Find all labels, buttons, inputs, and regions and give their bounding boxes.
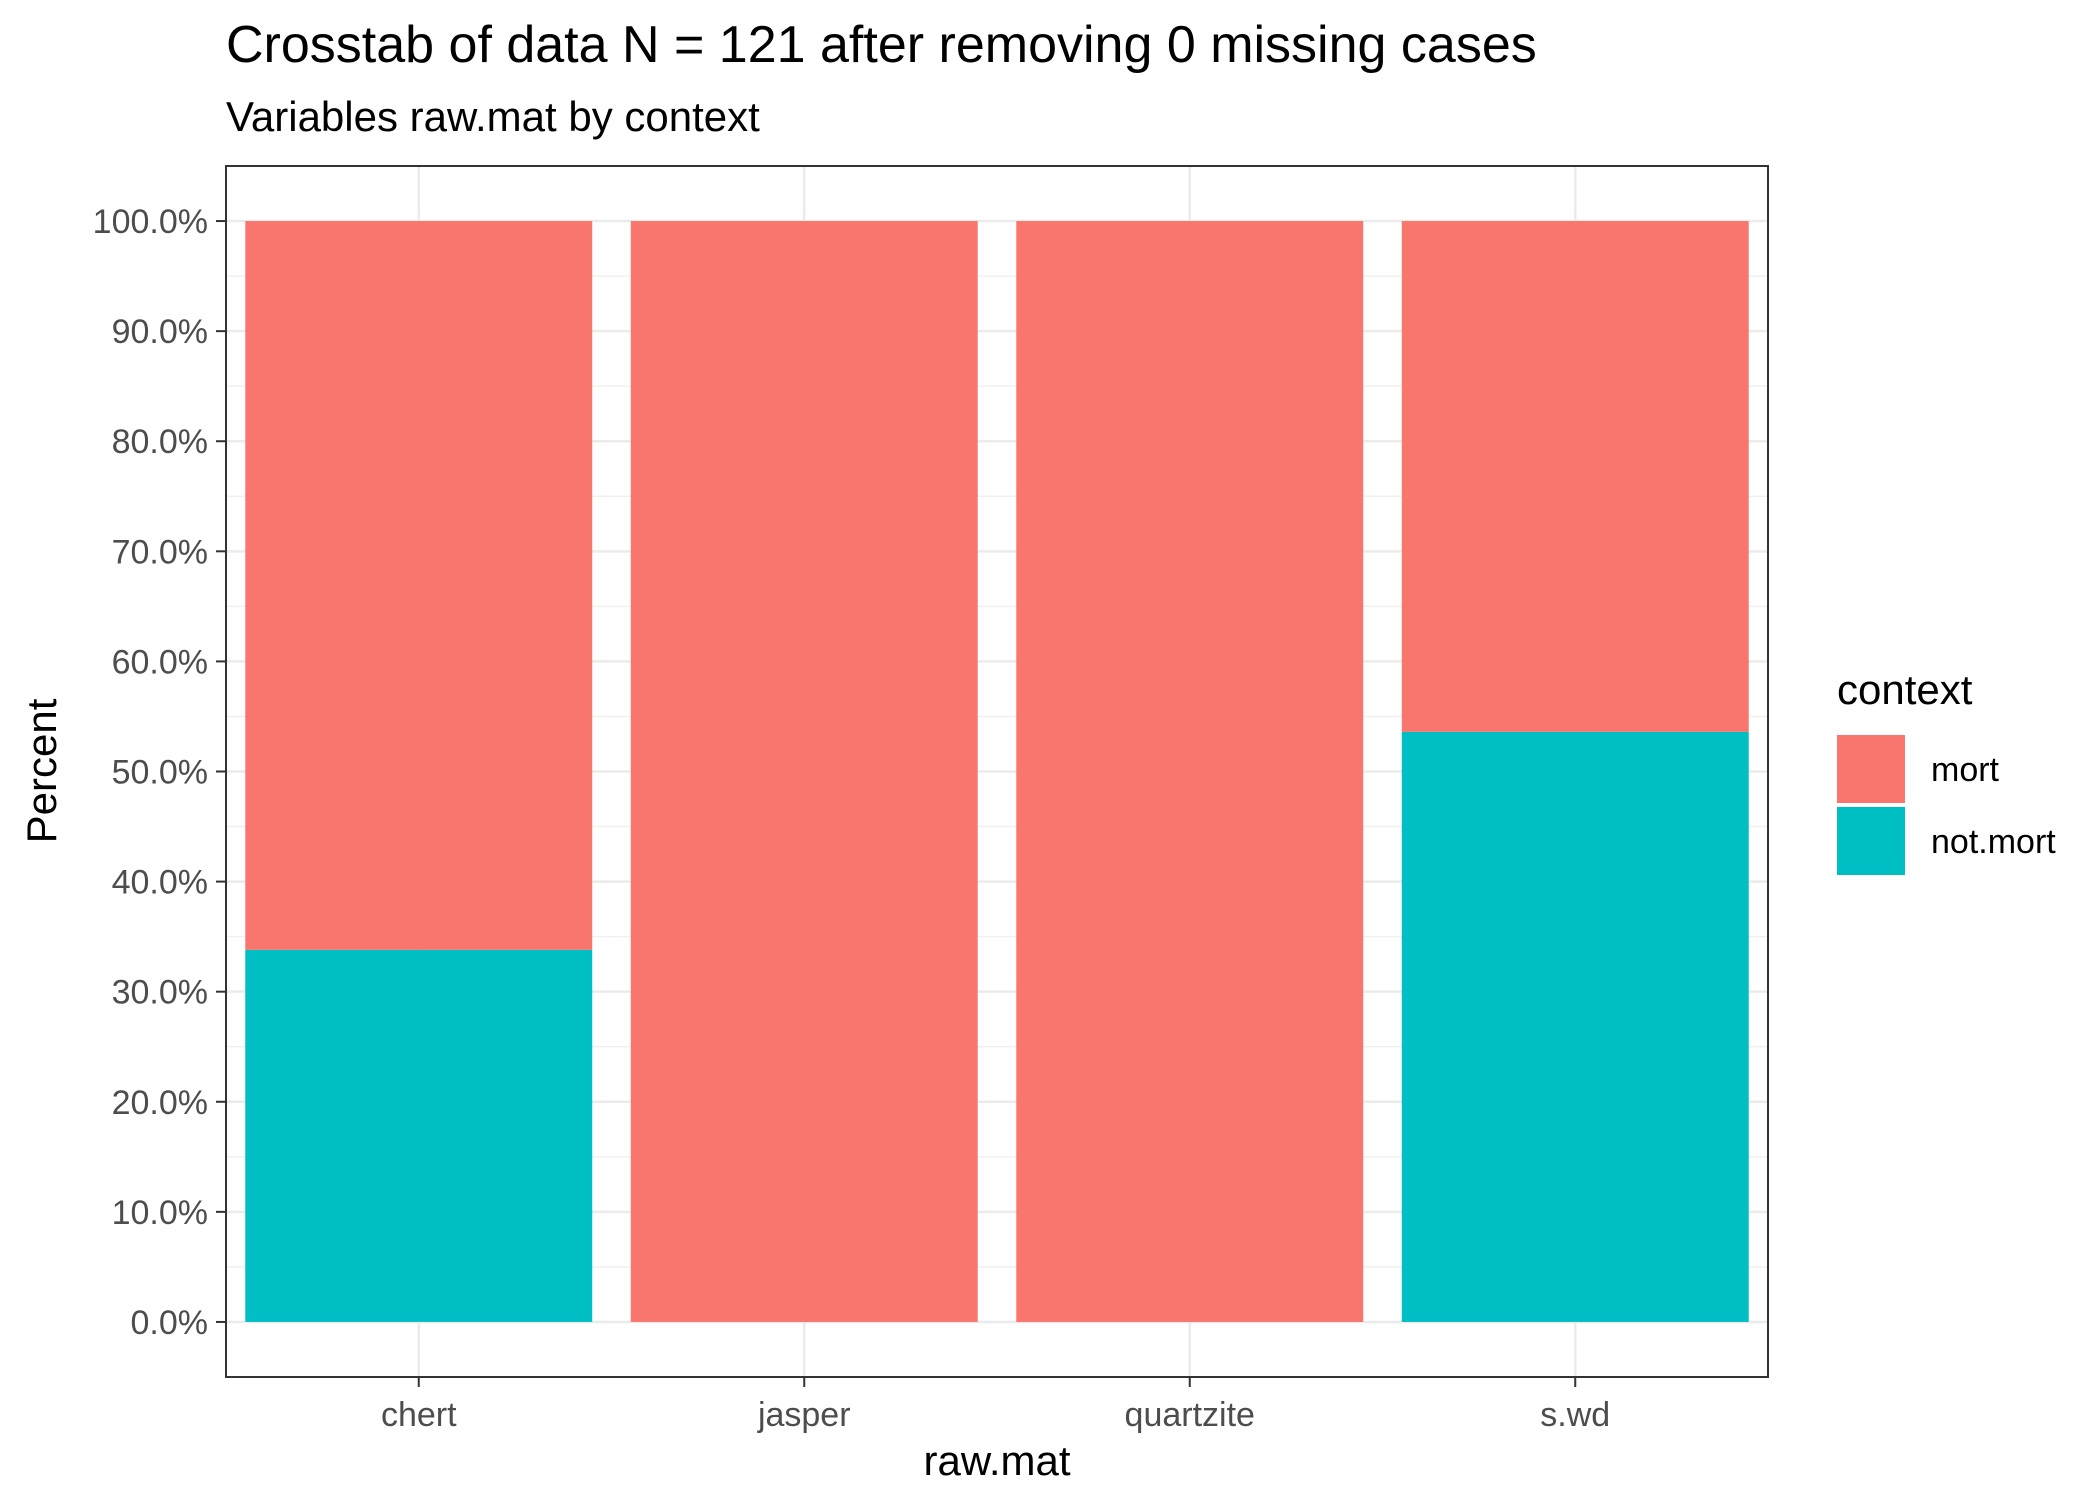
x-axis: chert jasper quartzite s.wd <box>381 1377 1610 1434</box>
chart-subtitle: Variables raw.mat by context <box>226 93 760 140</box>
y-tick-label: 20.0% <box>112 1084 208 1122</box>
y-axis: 0.0% 10.0% 20.0% 30.0% 40.0% 50.0% 60.0% 70.0% 8… <box>93 203 226 1342</box>
legend-title: context <box>1837 666 1973 713</box>
chart-title: Crosstab of data N = 121 after removing … <box>226 16 1537 74</box>
legend-key-not.mort <box>1837 807 1905 875</box>
bar-s.wd-not.mort <box>1401 731 1749 1322</box>
y-tick-label: 80.0% <box>112 423 208 461</box>
legend-label-mort: mort <box>1931 751 2000 789</box>
y-axis-title: Percent <box>18 698 65 843</box>
x-tick-label: quartzite <box>1125 1396 1255 1434</box>
bar-chert-not.mort <box>245 949 593 1322</box>
legend-label-not.mort: not.mort <box>1931 823 2056 861</box>
legend-key-mort <box>1837 735 1905 803</box>
bar-quartzite-mort <box>1016 221 1364 1322</box>
legend: context mort not.mort <box>1837 666 2056 875</box>
y-tick-label: 40.0% <box>112 864 208 902</box>
x-tick-label: jasper <box>757 1396 851 1434</box>
x-tick-label: s.wd <box>1540 1396 1610 1434</box>
y-tick-label: 0.0% <box>131 1304 209 1342</box>
bar-chert-mort <box>245 221 593 950</box>
x-tick-label: chert <box>381 1396 457 1434</box>
y-tick-label: 30.0% <box>112 974 208 1012</box>
bar-jasper-mort <box>630 221 978 1322</box>
y-tick-label: 60.0% <box>112 643 208 681</box>
y-tick-label: 70.0% <box>112 533 208 571</box>
y-tick-label: 50.0% <box>112 754 208 792</box>
y-tick-label: 100.0% <box>93 203 208 241</box>
x-axis-title: raw.mat <box>923 1437 1070 1484</box>
y-tick-label: 10.0% <box>112 1194 208 1232</box>
bars <box>245 221 1749 1322</box>
y-tick-label: 90.0% <box>112 313 208 351</box>
bar-s.wd-mort <box>1401 221 1749 732</box>
